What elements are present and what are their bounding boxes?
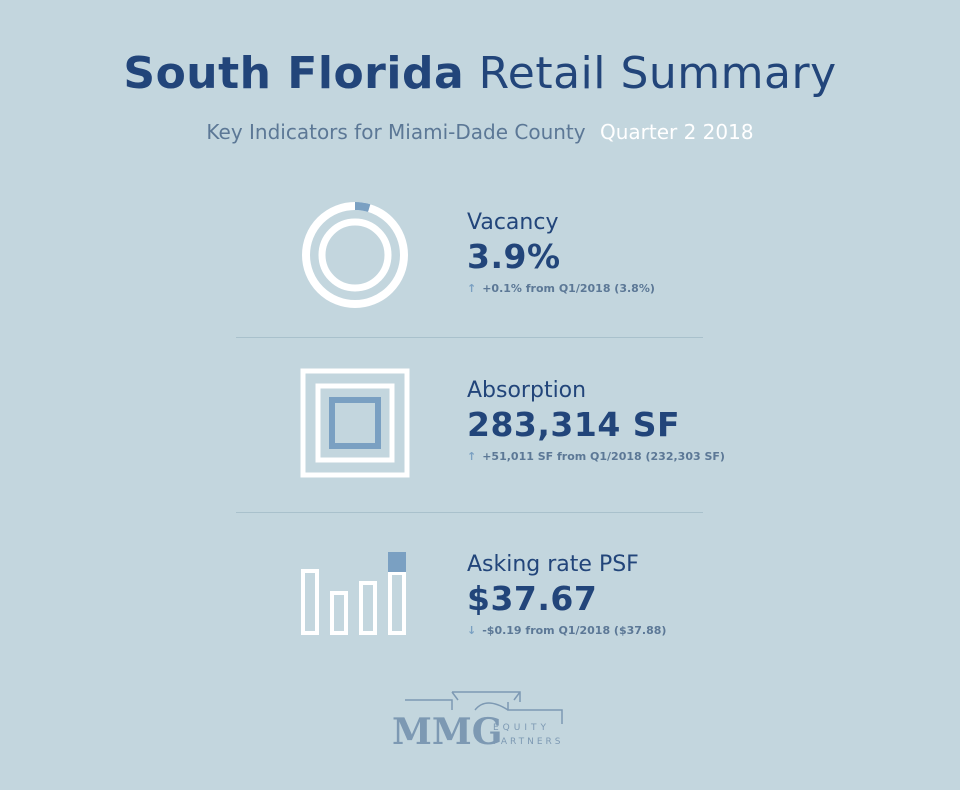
divider [236, 512, 703, 513]
arrow-down-icon: ↓ [467, 624, 477, 637]
metric-change: +0.1% from Q1/2018 (3.8%) [482, 282, 655, 295]
nested-squares-icon [300, 368, 410, 478]
page-title: South Florida Retail Summary [0, 48, 960, 99]
title-bold: South Florida [123, 48, 465, 99]
metric-value: 283,314 SF [467, 405, 681, 444]
divider [236, 337, 703, 338]
metric-label: Asking rate PSF [467, 552, 639, 577]
arrow-up-icon: ↑ [467, 450, 477, 463]
metric-change: +51,011 SF from Q1/2018 (232,303 SF) [482, 450, 725, 463]
metric-label: Absorption [467, 378, 587, 403]
logo-line1: EQUITY [493, 723, 550, 733]
donut-icon [302, 202, 408, 308]
metric-value: $37.67 [467, 579, 598, 618]
logo-main: MMG [392, 711, 502, 748]
bar-chart-icon [301, 552, 406, 635]
logo-line2: PARTNERS [493, 737, 564, 747]
page-subtitle: Key Indicators for Miami-Dade County Qua… [0, 120, 960, 144]
metric-change: -$0.19 from Q1/2018 ($37.88) [482, 624, 667, 637]
metric-label: Vacancy [467, 210, 559, 235]
arrow-up-icon: ↑ [467, 282, 477, 295]
mmg-equity-partners-logo: MMG EQUITY PARTNERS [392, 691, 564, 748]
metric-value: 3.9% [467, 237, 561, 276]
title-light: Retail Summary [478, 48, 837, 99]
quarter-label: Quarter 2 2018 [599, 120, 754, 144]
vacancy-arc [355, 202, 371, 212]
subtitle-text: Key Indicators for Miami-Dade County [206, 120, 586, 144]
